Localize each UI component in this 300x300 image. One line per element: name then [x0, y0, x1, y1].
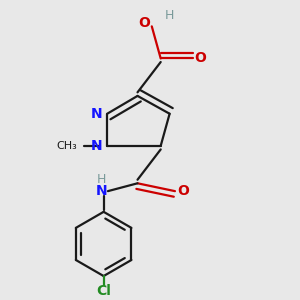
Text: H: H: [165, 9, 174, 22]
Text: N: N: [91, 107, 102, 121]
Text: O: O: [177, 184, 189, 198]
Text: N: N: [96, 184, 108, 198]
Text: O: O: [195, 52, 207, 65]
Text: O: O: [138, 16, 150, 30]
Text: CH₃: CH₃: [56, 141, 77, 151]
Text: Cl: Cl: [96, 284, 111, 298]
Text: N: N: [91, 139, 102, 153]
Text: H: H: [97, 173, 106, 186]
